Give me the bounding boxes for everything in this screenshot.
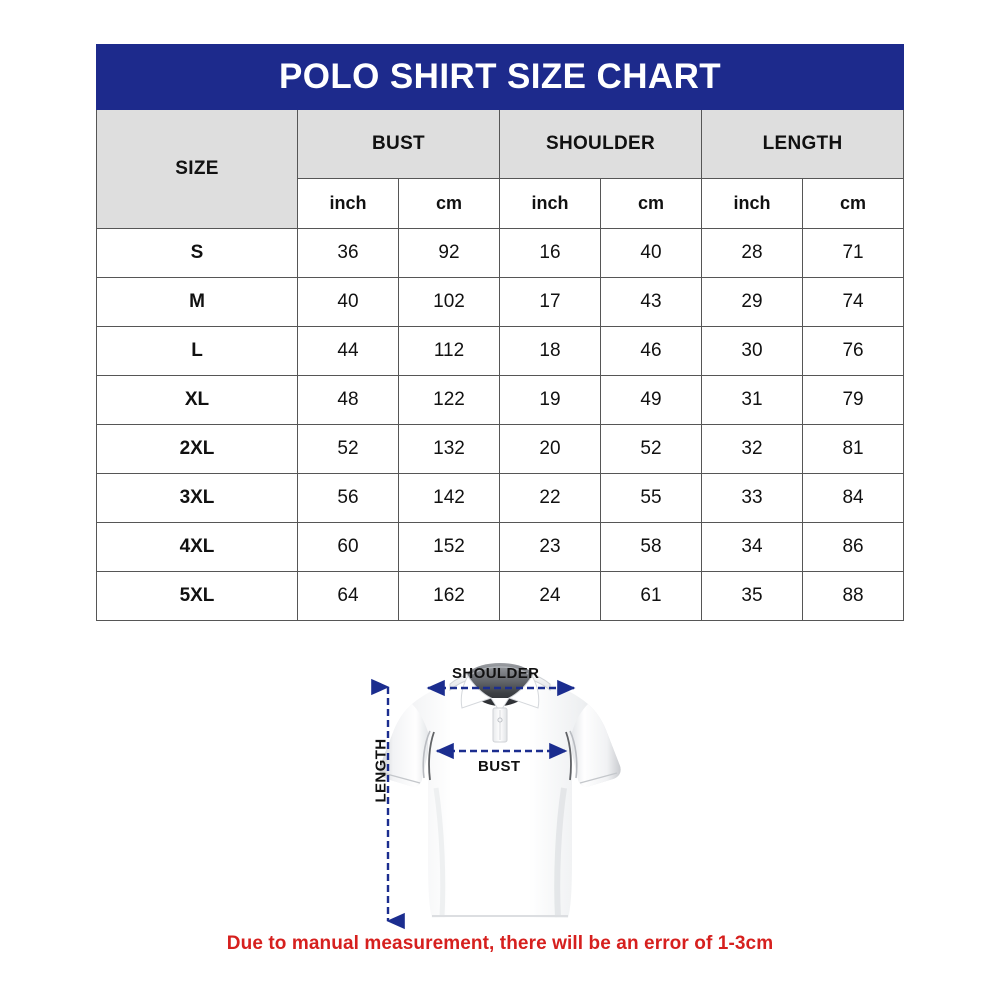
- unit-bust-inch: inch: [297, 178, 399, 229]
- cell-shoulder-inch: 18: [499, 326, 601, 376]
- cell-shoulder-cm: 46: [600, 326, 702, 376]
- cell-length-cm: 76: [801, 326, 905, 376]
- cell-length-inch: 28: [701, 228, 803, 278]
- column-header-length: LENGTH: [700, 109, 905, 179]
- cell-shoulder-cm: 55: [600, 473, 702, 523]
- cell-bust-cm: 152: [398, 522, 500, 572]
- cell-bust-inch: 40: [297, 277, 399, 327]
- cell-shoulder-inch: 24: [499, 571, 601, 621]
- cell-length-cm: 79: [801, 375, 905, 425]
- unit-shoulder-inch: inch: [499, 178, 601, 229]
- cell-shoulder-cm: 49: [600, 375, 702, 425]
- cell-size: XL: [96, 375, 298, 425]
- cell-bust-cm: 142: [398, 473, 500, 523]
- cell-length-inch: 35: [701, 571, 803, 621]
- table-row: L 44 112 18 46 30 76: [96, 326, 905, 376]
- cell-shoulder-cm: 58: [600, 522, 702, 572]
- column-header-size: SIZE: [96, 109, 298, 229]
- cell-length-cm: 81: [801, 424, 905, 474]
- cell-bust-inch: 64: [297, 571, 399, 621]
- table-row: XL 48 122 19 49 31 79: [96, 375, 905, 425]
- cell-shoulder-cm: 43: [600, 277, 702, 327]
- cell-shoulder-inch: 16: [499, 228, 601, 278]
- table-row: 5XL 64 162 24 61 35 88: [96, 571, 905, 621]
- column-header-shoulder: SHOULDER: [499, 109, 702, 179]
- unit-length-cm: cm: [801, 178, 905, 229]
- cell-bust-inch: 48: [297, 375, 399, 425]
- unit-length-inch: inch: [701, 178, 803, 229]
- cell-bust-inch: 36: [297, 228, 399, 278]
- chart-title: POLO SHIRT SIZE CHART: [95, 44, 905, 110]
- table-row: M 40 102 17 43 29 74: [96, 277, 905, 327]
- cell-bust-cm: 112: [398, 326, 500, 376]
- cell-bust-inch: 56: [297, 473, 399, 523]
- column-header-bust: BUST: [297, 109, 500, 179]
- cell-length-inch: 30: [701, 326, 803, 376]
- cell-bust-cm: 102: [398, 277, 500, 327]
- cell-shoulder-cm: 40: [600, 228, 702, 278]
- cell-shoulder-inch: 20: [499, 424, 601, 474]
- length-label: LENGTH: [372, 738, 390, 803]
- table-title-row: POLO SHIRT SIZE CHART: [95, 44, 905, 110]
- cell-length-inch: 29: [701, 277, 803, 327]
- cell-size: S: [96, 228, 298, 278]
- cell-shoulder-inch: 19: [499, 375, 601, 425]
- cell-size: 4XL: [96, 522, 298, 572]
- unit-shoulder-cm: cm: [600, 178, 702, 229]
- cell-length-cm: 84: [801, 473, 905, 523]
- table-row: 3XL 56 142 22 55 33 84: [96, 473, 905, 523]
- cell-length-inch: 32: [701, 424, 803, 474]
- cell-size: L: [96, 326, 298, 376]
- cell-bust-inch: 60: [297, 522, 399, 572]
- cell-length-cm: 86: [801, 522, 905, 572]
- shoulder-label: SHOULDER: [452, 665, 540, 682]
- shirt-body-shape: [379, 684, 621, 918]
- cell-shoulder-cm: 52: [600, 424, 702, 474]
- bust-label: BUST: [478, 758, 521, 775]
- unit-bust-cm: cm: [398, 178, 500, 229]
- cell-length-inch: 34: [701, 522, 803, 572]
- cell-shoulder-inch: 17: [499, 277, 601, 327]
- cell-bust-inch: 44: [297, 326, 399, 376]
- table-unit-row: inch cm inch cm inch cm: [97, 178, 905, 229]
- cell-size: 2XL: [96, 424, 298, 474]
- cell-size: 5XL: [96, 571, 298, 621]
- cell-bust-cm: 162: [398, 571, 500, 621]
- table-row: S 36 92 16 40 28 71: [96, 228, 905, 278]
- cell-size: 3XL: [96, 473, 298, 523]
- size-chart-table: POLO SHIRT SIZE CHART SIZE BUST SHOULDER…: [95, 44, 905, 621]
- cell-length-inch: 33: [701, 473, 803, 523]
- cell-length-cm: 71: [801, 228, 905, 278]
- cell-length-inch: 31: [701, 375, 803, 425]
- cell-length-cm: 88: [801, 571, 905, 621]
- table-group-header-row: SIZE BUST SHOULDER LENGTH: [96, 109, 905, 229]
- cell-length-cm: 74: [801, 277, 905, 327]
- measurement-disclaimer: Due to manual measurement, there will be…: [226, 933, 774, 954]
- cell-bust-cm: 122: [398, 375, 500, 425]
- cell-bust-cm: 92: [398, 228, 500, 278]
- cell-shoulder-cm: 61: [600, 571, 702, 621]
- table-row: 2XL 52 132 20 52 32 81: [96, 424, 905, 474]
- cell-bust-cm: 132: [398, 424, 500, 474]
- cell-bust-inch: 52: [297, 424, 399, 474]
- shirt-placket: [492, 707, 508, 743]
- cell-shoulder-inch: 22: [499, 473, 601, 523]
- cell-size: M: [96, 277, 298, 327]
- cell-shoulder-inch: 23: [499, 522, 601, 572]
- table-row: 4XL 60 152 23 58 34 86: [96, 522, 905, 572]
